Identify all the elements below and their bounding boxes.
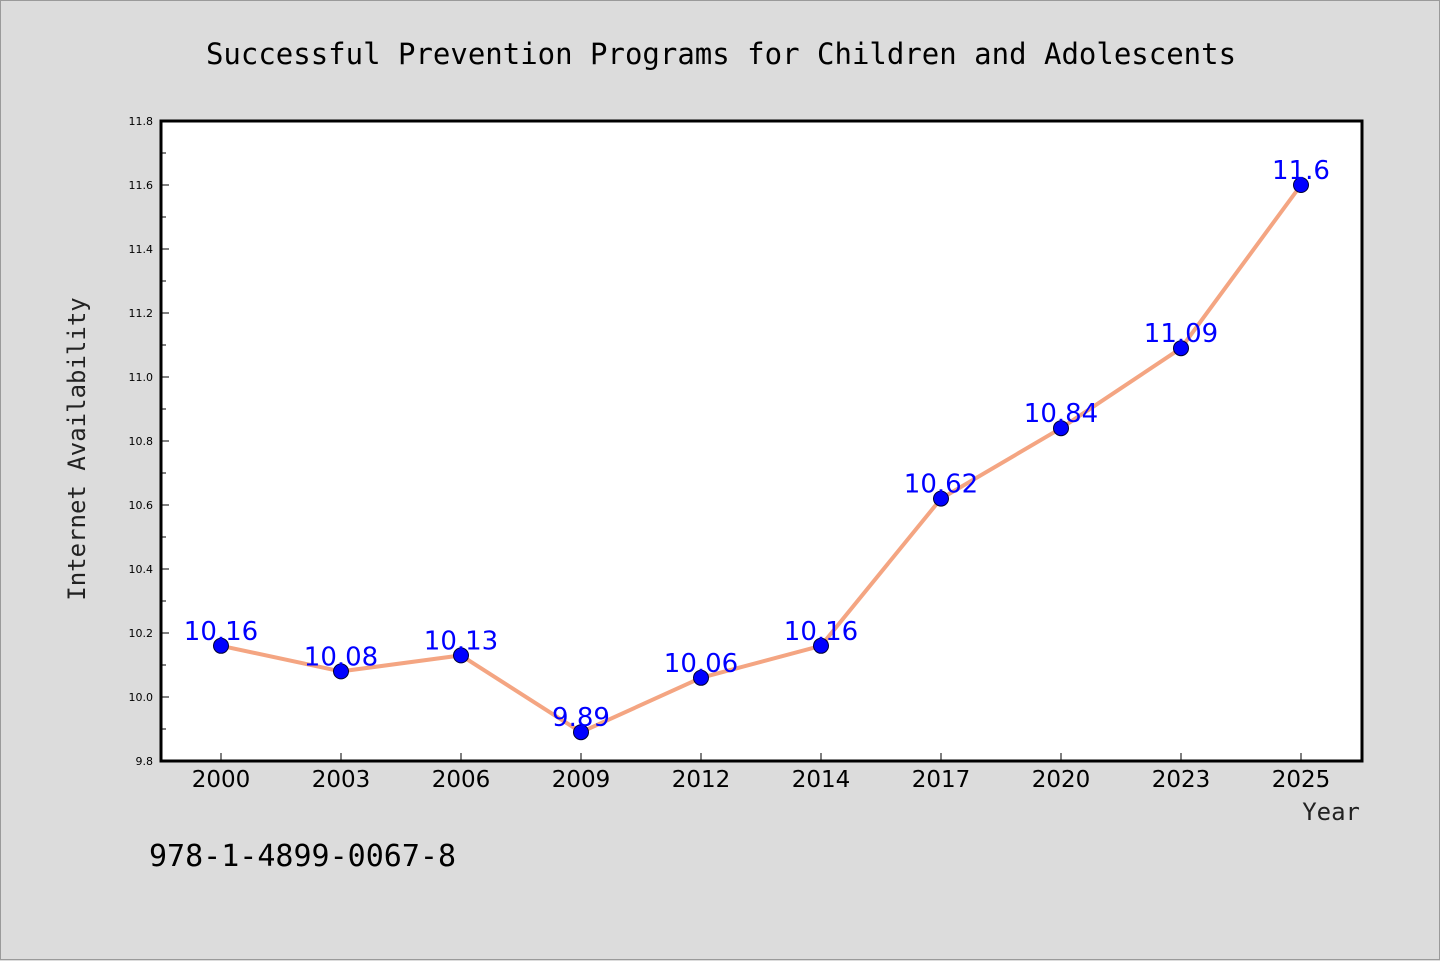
x-tick-label: 2003 [312,767,371,793]
x-tick-label: 2012 [672,767,731,793]
chart-title: Successful Prevention Programs for Child… [206,37,1236,71]
data-point-label: 11.6 [1272,156,1330,186]
data-point-label: 10.06 [664,649,738,679]
data-markers [213,177,1309,741]
y-tick-label: 9.8 [136,755,154,768]
y-tick-label: 10.2 [129,627,154,640]
data-point-marker [1293,177,1309,193]
x-tick-label: 2023 [1152,767,1211,793]
y-tick-label: 10.4 [129,563,154,576]
y-tick-label: 10.6 [129,499,154,512]
data-point-label: 10.62 [904,470,978,500]
data-point-marker [933,490,949,507]
data-point-marker [573,724,589,741]
y-tick-label: 11.4 [129,243,154,256]
series-line [220,183,1303,735]
x-tick-label: 2025 [1272,767,1331,793]
isbn-annotation: 978-1-4899-0067-8 [149,839,456,874]
y-tick-label: 11.2 [129,307,154,320]
data-labels: 10.16 10.08 10.13 9.89 10.06 10.16 10.62 10.84 1… [184,156,1330,733]
data-point-marker [693,669,709,686]
data-point-label: 10.84 [1024,399,1098,429]
data-point-marker [333,663,349,680]
data-point-marker [1053,420,1069,437]
data-point-label: 10.16 [784,617,858,647]
x-axis-label: Year [1302,798,1360,826]
data-point-marker [213,637,229,654]
x-tick-labels: 2000 2003 2006 2009 2012 2014 2017 2020 2023 2025 [192,767,1331,793]
y-tick-label: 11.6 [129,179,154,192]
data-point-label: 10.08 [304,642,378,672]
y-tick-label: 11.8 [129,115,154,128]
plot-area [161,121,1362,761]
data-point-label: 11.09 [1144,319,1218,349]
x-tick-label: 2006 [432,767,491,793]
y-tick-label: 10.0 [129,691,154,704]
x-tick-label: 2017 [912,767,971,793]
data-point-marker [1173,340,1189,357]
data-point-label: 9.89 [552,703,610,733]
y-tick-labels: 9.8 10.0 10.2 10.4 10.6 10.8 11.0 11.2 11.4 11.6 1… [129,115,154,768]
y-tick-label: 11.0 [129,371,154,384]
data-point-label: 10.16 [184,617,258,647]
x-tick-label: 2000 [192,767,251,793]
x-tick-label: 2014 [792,767,851,793]
data-point-marker [453,647,469,664]
y-axis-label: Internet Availability [63,297,91,600]
x-tick-label: 2020 [1032,767,1091,793]
plot-border [159,119,1364,763]
y-tick-label: 10.8 [129,435,154,448]
data-point-label: 10.13 [424,626,498,656]
x-tick-label: 2009 [552,767,611,793]
data-point-marker [813,637,829,654]
